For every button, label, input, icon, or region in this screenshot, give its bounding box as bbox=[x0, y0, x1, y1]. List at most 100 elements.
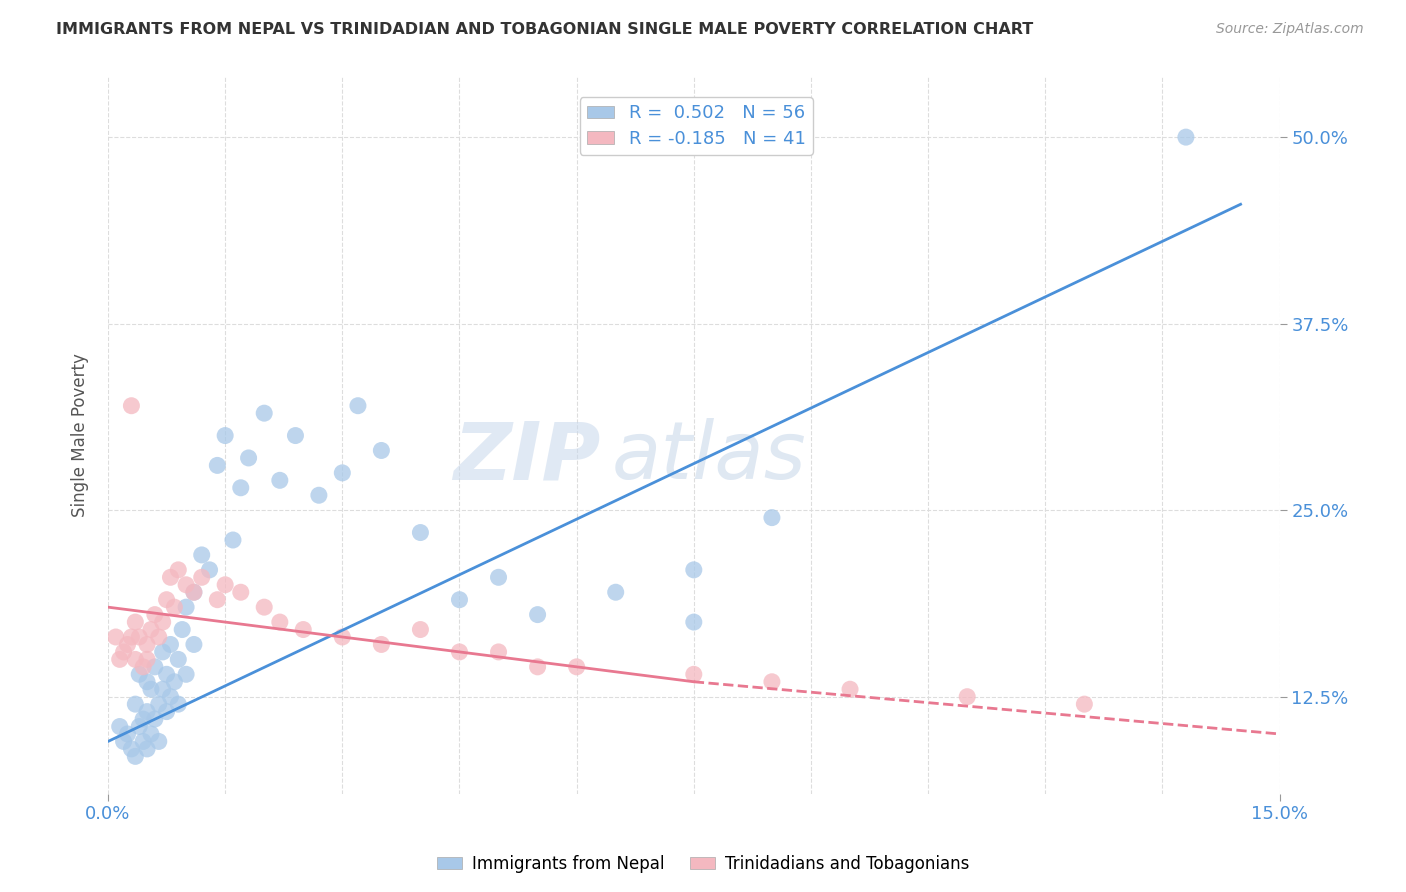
Point bbox=[839, 682, 862, 697]
Point bbox=[174, 667, 197, 681]
Point bbox=[143, 712, 166, 726]
Point bbox=[128, 630, 150, 644]
Point bbox=[132, 712, 155, 726]
Point bbox=[190, 570, 212, 584]
Point bbox=[163, 674, 186, 689]
Point bbox=[143, 660, 166, 674]
Point bbox=[183, 637, 205, 651]
Point bbox=[155, 592, 177, 607]
Point bbox=[136, 742, 159, 756]
Point bbox=[488, 570, 510, 584]
Point bbox=[159, 690, 181, 704]
Point bbox=[183, 585, 205, 599]
Point bbox=[207, 458, 229, 473]
Point bbox=[155, 667, 177, 681]
Point bbox=[143, 607, 166, 622]
Text: IMMIGRANTS FROM NEPAL VS TRINIDADIAN AND TOBAGONIAN SINGLE MALE POVERTY CORRELAT: IMMIGRANTS FROM NEPAL VS TRINIDADIAN AND… bbox=[56, 22, 1033, 37]
Point bbox=[761, 510, 783, 524]
Point bbox=[761, 674, 783, 689]
Point bbox=[128, 719, 150, 733]
Point bbox=[163, 600, 186, 615]
Point bbox=[136, 637, 159, 651]
Point bbox=[214, 428, 236, 442]
Point bbox=[526, 660, 548, 674]
Point bbox=[174, 578, 197, 592]
Point bbox=[682, 615, 704, 629]
Point bbox=[292, 623, 315, 637]
Point bbox=[117, 727, 139, 741]
Point bbox=[174, 600, 197, 615]
Point bbox=[370, 443, 392, 458]
Point bbox=[159, 637, 181, 651]
Point bbox=[139, 727, 162, 741]
Point bbox=[124, 697, 146, 711]
Point bbox=[253, 600, 276, 615]
Text: atlas: atlas bbox=[612, 418, 807, 496]
Point bbox=[488, 645, 510, 659]
Legend: Immigrants from Nepal, Trinidadians and Tobagonians: Immigrants from Nepal, Trinidadians and … bbox=[430, 848, 976, 880]
Point bbox=[682, 563, 704, 577]
Point bbox=[284, 428, 307, 442]
Point bbox=[139, 682, 162, 697]
Point bbox=[136, 652, 159, 666]
Point bbox=[124, 652, 146, 666]
Point bbox=[167, 563, 190, 577]
Point bbox=[449, 592, 471, 607]
Legend: R =  0.502   N = 56, R = -0.185   N = 41: R = 0.502 N = 56, R = -0.185 N = 41 bbox=[579, 97, 813, 155]
Point bbox=[108, 652, 131, 666]
Point bbox=[253, 406, 276, 420]
Point bbox=[120, 630, 142, 644]
Point bbox=[229, 481, 252, 495]
Point bbox=[526, 607, 548, 622]
Point bbox=[139, 623, 162, 637]
Point bbox=[108, 719, 131, 733]
Point bbox=[148, 734, 170, 748]
Point bbox=[120, 742, 142, 756]
Point bbox=[159, 570, 181, 584]
Point bbox=[222, 533, 245, 547]
Point bbox=[167, 697, 190, 711]
Point bbox=[269, 615, 291, 629]
Point bbox=[190, 548, 212, 562]
Point bbox=[347, 399, 370, 413]
Point bbox=[370, 637, 392, 651]
Point bbox=[183, 585, 205, 599]
Point bbox=[207, 592, 229, 607]
Point bbox=[269, 473, 291, 487]
Point bbox=[682, 667, 704, 681]
Point bbox=[155, 705, 177, 719]
Point bbox=[167, 652, 190, 666]
Point bbox=[330, 630, 353, 644]
Point bbox=[956, 690, 979, 704]
Point bbox=[152, 645, 174, 659]
Point bbox=[136, 705, 159, 719]
Point bbox=[330, 466, 353, 480]
Text: ZIP: ZIP bbox=[453, 418, 600, 496]
Point bbox=[128, 667, 150, 681]
Point bbox=[117, 637, 139, 651]
Point bbox=[120, 399, 142, 413]
Point bbox=[1073, 697, 1095, 711]
Point bbox=[148, 630, 170, 644]
Point bbox=[238, 450, 260, 465]
Point bbox=[308, 488, 330, 502]
Point bbox=[112, 734, 135, 748]
Point bbox=[124, 615, 146, 629]
Point bbox=[152, 615, 174, 629]
Point bbox=[1174, 130, 1197, 145]
Point bbox=[409, 623, 432, 637]
Point bbox=[449, 645, 471, 659]
Point bbox=[565, 660, 588, 674]
Y-axis label: Single Male Poverty: Single Male Poverty bbox=[72, 353, 89, 517]
Point bbox=[148, 697, 170, 711]
Point bbox=[104, 630, 127, 644]
Point bbox=[136, 674, 159, 689]
Point bbox=[124, 749, 146, 764]
Point bbox=[214, 578, 236, 592]
Point bbox=[172, 623, 194, 637]
Point bbox=[132, 660, 155, 674]
Point bbox=[132, 734, 155, 748]
Point bbox=[605, 585, 627, 599]
Point bbox=[229, 585, 252, 599]
Text: Source: ZipAtlas.com: Source: ZipAtlas.com bbox=[1216, 22, 1364, 37]
